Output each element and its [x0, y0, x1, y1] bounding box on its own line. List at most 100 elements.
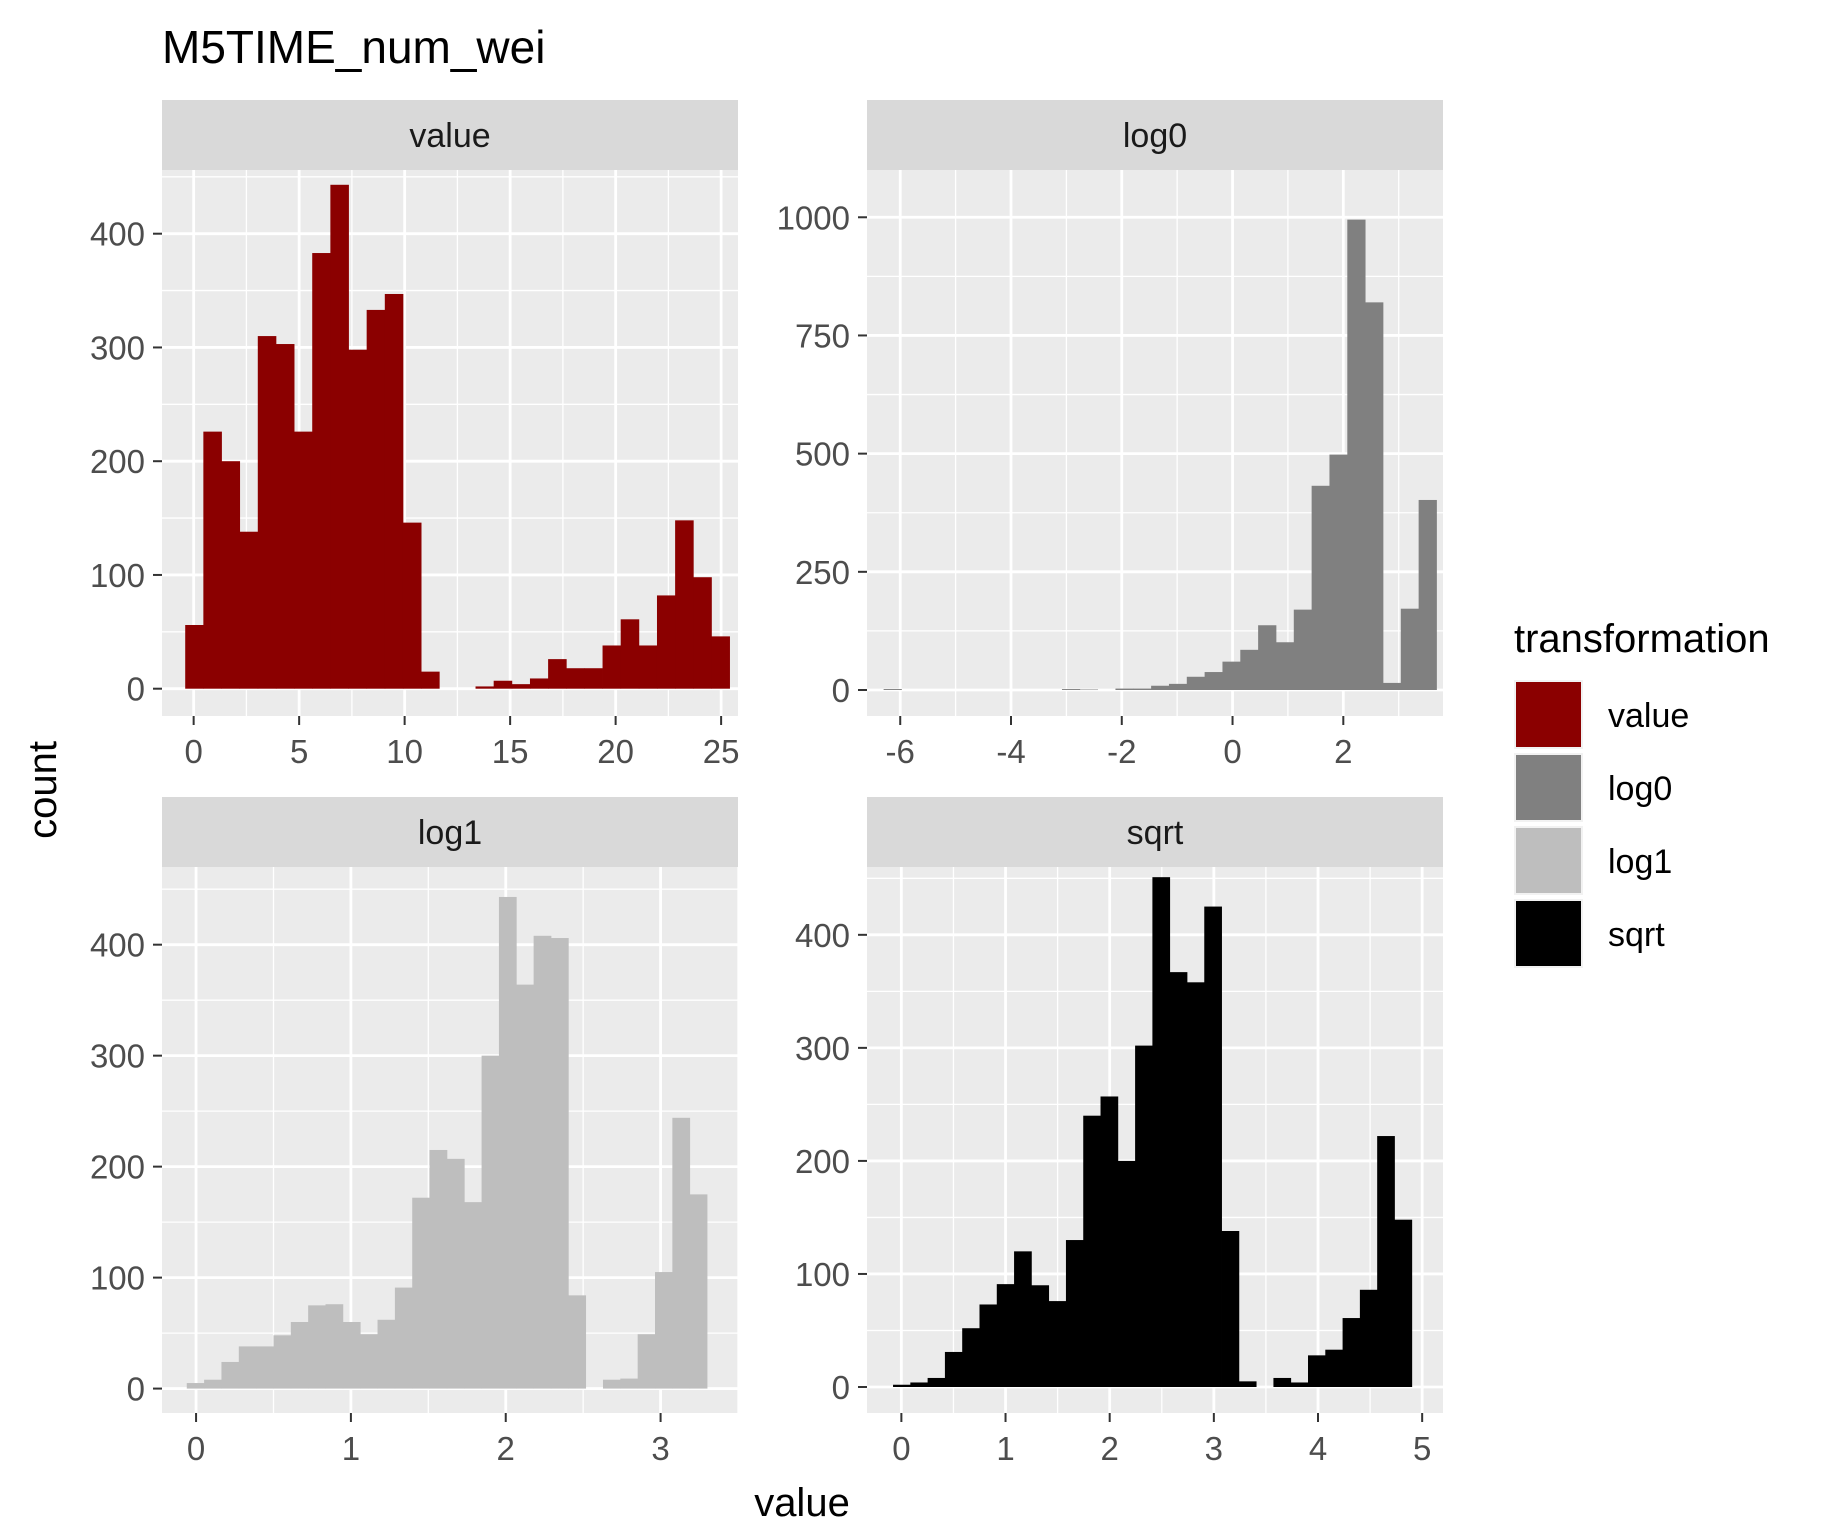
panel-value-strip [162, 100, 738, 170]
legend-label-log0: log0 [1608, 770, 1672, 808]
legend-items: value log0 log1 sqrt [1514, 680, 1689, 968]
panel-sqrt-bar [1204, 906, 1222, 1387]
panel-log0: log0 -6 -4 -2 0 2 0 250 500 750 1000 [777, 100, 1443, 770]
panel-sqrt-bar [1135, 1045, 1153, 1387]
panel-value-bar [221, 461, 241, 689]
panel-sqrt-x-tick-label: 5 [1413, 1430, 1431, 1467]
panel-log0-x-tick-label: 2 [1334, 733, 1352, 770]
panel-log0-strip [867, 100, 1443, 170]
panel-sqrt-bar [1083, 1115, 1101, 1387]
panel-log1-x-tick-label: 1 [342, 1430, 360, 1467]
panel-log0-bar [1079, 689, 1099, 691]
panel-sqrt-x-tick-label: 3 [1205, 1430, 1223, 1467]
panel-log0-x-tick-label: -2 [1107, 733, 1136, 770]
panel-log1-x-tick-label: 0 [187, 1430, 205, 1467]
panel-sqrt: sqrt 0 1 2 3 4 5 0 100 200 300 400 [795, 797, 1443, 1467]
panel-sqrt-bar [927, 1377, 946, 1387]
panel-value-bar [511, 684, 531, 689]
panel-log1-bar [689, 1194, 708, 1389]
panel-log1-y-tick-label: 100 [90, 1260, 145, 1297]
panel-log1-bar [602, 1379, 621, 1389]
panel-log0-bar [1115, 688, 1134, 690]
y-axis-title: count [21, 741, 65, 839]
panel-value-bar [203, 431, 222, 689]
panel-log1-bar [290, 1322, 309, 1389]
panel-log0-bar [1293, 609, 1313, 690]
panel-log1-bar [655, 1272, 673, 1389]
panel-value-y-tick-label: 0 [127, 671, 145, 708]
panel-value-x-tick-label: 0 [184, 733, 202, 770]
legend-key-log1 [1516, 828, 1581, 893]
panel-log0-bar [1186, 676, 1206, 690]
panel-value-x-tick-label: 20 [597, 733, 634, 770]
panel-log1-bar [256, 1346, 274, 1389]
panel-log1-bar [637, 1334, 656, 1389]
panel-value-bar [620, 619, 640, 689]
panel-log0-bar [1418, 499, 1437, 690]
panel-log1-bar [620, 1378, 639, 1389]
panel-log0-bar [1240, 649, 1259, 690]
panel-value-y-tick-label: 400 [90, 216, 145, 253]
panel-log0-bar [1329, 454, 1348, 690]
panel-log1-bar [273, 1335, 292, 1389]
panel-value-bar [566, 668, 585, 689]
panel-log1-bar [516, 984, 535, 1389]
panel-sqrt-bar [1377, 1136, 1395, 1387]
panel-sqrt-bar [962, 1328, 980, 1387]
panel-value-bar [656, 595, 676, 689]
panel-log1-bar [672, 1117, 691, 1389]
panel-log1-x-tick-label: 3 [651, 1430, 669, 1467]
panel-log1-bar [238, 1346, 257, 1389]
panel-log0-x-tick-label: 0 [1223, 733, 1241, 770]
panel-value-bar [257, 336, 277, 689]
panel-value-x-tick-label: 5 [290, 733, 308, 770]
panel-log0-bar [1275, 642, 1295, 690]
panel-log1-bar [498, 896, 517, 1389]
panel-sqrt-bar [1238, 1381, 1257, 1387]
panel-log1-bar [446, 1158, 465, 1389]
legend-key-log0 [1516, 755, 1581, 820]
panel-log0-y-tick-label: 0 [832, 672, 850, 709]
panel-sqrt-x-tick-label: 4 [1309, 1430, 1327, 1467]
panel-sqrt-bar [1342, 1318, 1361, 1387]
panel-sqrt-y-tick-label: 100 [795, 1256, 850, 1293]
panel-sqrt-bar [1359, 1289, 1378, 1387]
panel-log0-bar [1204, 672, 1223, 690]
panel-log0-bar [1311, 485, 1330, 690]
panel-log0-bar [1133, 688, 1152, 690]
panel-log0-y-tick-label: 750 [795, 317, 850, 354]
panel-value-bar [421, 671, 440, 689]
panel-sqrt-bar [996, 1284, 1015, 1387]
legend-title: transformation [1514, 617, 1770, 661]
panel-log1-bar [550, 938, 569, 1389]
panel-log1-bar [412, 1197, 430, 1389]
panel-sqrt-x-tick-label: 0 [892, 1430, 910, 1467]
panel-value-bar [275, 344, 295, 689]
panel-sqrt-bar [1117, 1160, 1136, 1387]
panel-value-strip-label: value [409, 117, 490, 155]
panel-sqrt-bar [1031, 1285, 1050, 1387]
legend-key-value [1516, 682, 1581, 747]
panel-sqrt-strip [867, 797, 1443, 867]
panel-value-bar [529, 678, 549, 689]
panel-log0-bar [1347, 219, 1366, 691]
panel-sqrt-y-tick-label: 0 [832, 1369, 850, 1406]
panel-log1-bar [221, 1361, 240, 1389]
panel-log0-bar [1400, 608, 1420, 690]
panel-sqrt-strip-label: sqrt [1127, 814, 1184, 852]
panel-value-bar [693, 577, 712, 689]
panel-value-y-tick-label: 300 [90, 329, 145, 366]
panel-log1-y-tick-label: 0 [127, 1371, 145, 1408]
panel-sqrt-bar [1394, 1219, 1413, 1387]
panel-value-bar [384, 293, 404, 689]
panel-value-bar [330, 184, 349, 689]
panel-sqrt-bar [979, 1304, 998, 1387]
panel-value-x-tick-label: 25 [703, 733, 740, 770]
panel-value-bar [185, 625, 204, 689]
panel-value-bar [711, 636, 730, 689]
legend: transformation value log0 log1 sqrt [1514, 617, 1770, 968]
panel-log1-strip [162, 797, 738, 867]
panel-value-bar [584, 668, 603, 689]
panel-log1-bar [360, 1334, 378, 1389]
